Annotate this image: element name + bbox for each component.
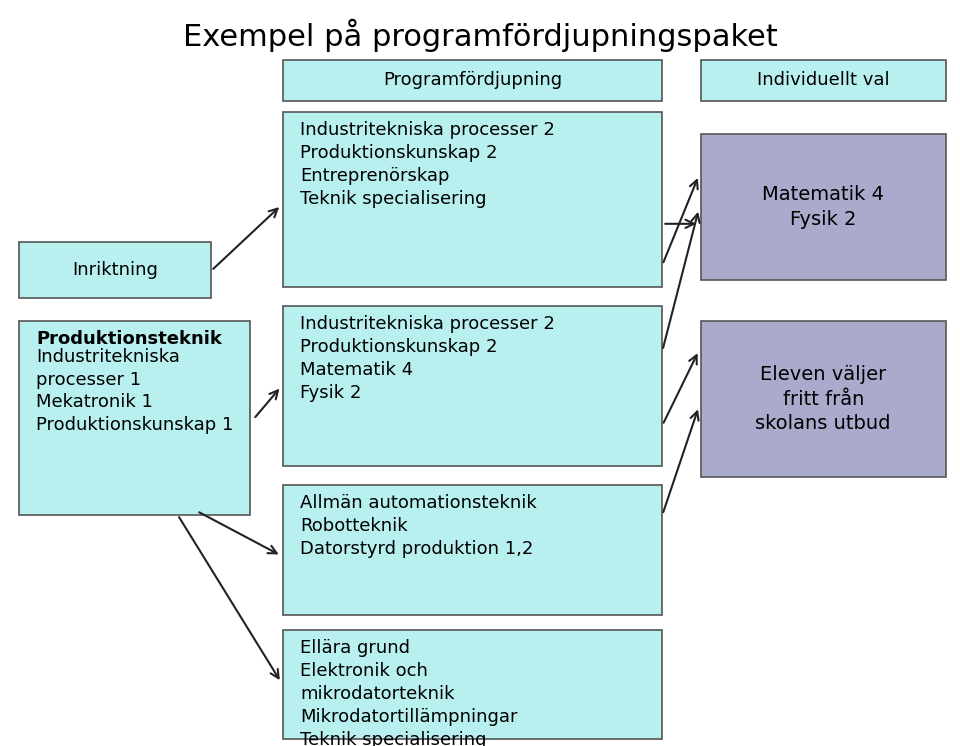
FancyBboxPatch shape xyxy=(701,60,946,101)
FancyBboxPatch shape xyxy=(19,321,250,515)
Text: Industritekniska processer 2
Produktionskunskap 2
Matematik 4
Fysik 2: Industritekniska processer 2 Produktions… xyxy=(300,315,555,401)
Text: Programfördjupning: Programfördjupning xyxy=(383,71,563,90)
Text: Produktionsteknik: Produktionsteknik xyxy=(36,330,223,348)
Text: Matematik 4
Fysik 2: Matematik 4 Fysik 2 xyxy=(762,186,884,228)
FancyBboxPatch shape xyxy=(283,306,662,466)
Text: Eleven väljer
fritt från
skolans utbud: Eleven väljer fritt från skolans utbud xyxy=(756,366,891,433)
FancyBboxPatch shape xyxy=(19,242,211,298)
FancyBboxPatch shape xyxy=(701,321,946,477)
Text: Individuellt val: Individuellt val xyxy=(756,71,890,90)
Text: Industritekniska processer 2
Produktionskunskap 2
Entreprenörskap
Teknik special: Industritekniska processer 2 Produktions… xyxy=(300,121,555,207)
Text: Inriktning: Inriktning xyxy=(72,261,158,280)
Text: Industritekniska
processer 1
Mekatronik 1
Produktionskunskap 1: Industritekniska processer 1 Mekatronik … xyxy=(36,348,234,434)
Text: Exempel på programfördjupningspaket: Exempel på programfördjupningspaket xyxy=(182,19,778,52)
FancyBboxPatch shape xyxy=(283,112,662,287)
Text: Allmän automationsteknik
Robotteknik
Datorstyrd produktion 1,2: Allmän automationsteknik Robotteknik Dat… xyxy=(300,494,538,558)
FancyBboxPatch shape xyxy=(701,134,946,280)
Text: Ellära grund
Elektronik och
mikrodatorteknik
Mikrodatortillämpningar
Teknik spec: Ellära grund Elektronik och mikrodatorte… xyxy=(300,639,518,746)
FancyBboxPatch shape xyxy=(283,485,662,615)
FancyBboxPatch shape xyxy=(283,630,662,739)
FancyBboxPatch shape xyxy=(283,60,662,101)
